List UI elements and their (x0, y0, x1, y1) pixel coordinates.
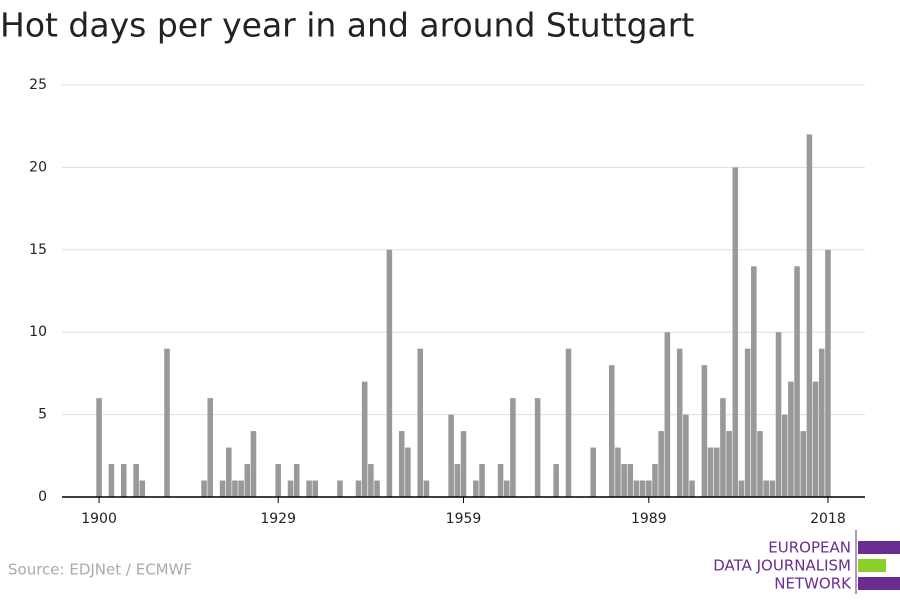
bar (713, 447, 720, 497)
bar (454, 464, 461, 497)
bar (763, 480, 769, 497)
logo-text: NETWORK (774, 575, 852, 593)
chart-title: Hot days per year in and around Stuttgar… (0, 6, 694, 45)
bar (374, 480, 380, 497)
bar (565, 348, 572, 497)
bar (479, 464, 485, 497)
bar (615, 447, 621, 497)
bar (293, 464, 300, 497)
bar (386, 249, 393, 497)
bar (744, 348, 751, 497)
bar (96, 398, 102, 497)
bar (608, 365, 615, 497)
x-tick-label: 1929 (260, 511, 296, 527)
bar (207, 398, 214, 497)
bar (164, 348, 170, 497)
bar (497, 464, 504, 497)
bar (361, 381, 368, 497)
bar (683, 414, 689, 497)
y-tick-label: 25 (29, 77, 47, 93)
bar (812, 381, 819, 497)
bar (658, 431, 664, 497)
bar (757, 431, 763, 497)
bar (139, 480, 146, 497)
bar (720, 398, 726, 497)
bar (306, 480, 312, 497)
bar (806, 134, 813, 497)
bar (825, 249, 831, 497)
logo-bar (858, 559, 886, 572)
bar (133, 464, 139, 497)
logo-text: EUROPEAN (768, 539, 851, 557)
bar (287, 480, 294, 497)
bar (448, 414, 454, 497)
logo-text: DATA JOURNALISM (713, 557, 851, 575)
bar (368, 464, 374, 497)
bar (652, 464, 658, 497)
bar (800, 431, 807, 497)
logo-bar (858, 541, 900, 554)
bar (405, 447, 411, 497)
bar (553, 464, 559, 497)
bar (818, 348, 825, 497)
bar (244, 464, 251, 497)
bar (201, 480, 207, 497)
y-tick-label: 5 (38, 407, 47, 423)
bar (108, 464, 115, 497)
bar (250, 431, 257, 497)
y-tick-label: 0 (38, 489, 47, 505)
bar (503, 480, 510, 497)
bar (639, 480, 646, 497)
bar (781, 414, 788, 497)
x-tick-label: 2018 (810, 511, 846, 527)
bar (732, 167, 739, 497)
bar (225, 447, 232, 497)
bar (621, 464, 627, 497)
bar (738, 480, 745, 497)
bar (219, 480, 226, 497)
y-tick-label: 15 (29, 242, 47, 258)
y-tick-label: 10 (29, 324, 47, 340)
bar (676, 348, 683, 497)
logo-bar (858, 577, 900, 590)
bar (701, 365, 708, 497)
y-tick-label: 20 (29, 159, 47, 175)
bar (238, 480, 244, 497)
bar (398, 431, 405, 497)
bar (120, 464, 127, 497)
bar (689, 480, 695, 497)
bar (775, 332, 782, 497)
bar (417, 348, 424, 497)
bar (788, 381, 794, 497)
bar (232, 480, 238, 497)
x-tick-label: 1989 (631, 511, 667, 527)
bar (275, 464, 281, 497)
bar (794, 266, 800, 497)
bar (707, 447, 714, 497)
bar (751, 266, 757, 497)
x-tick-label: 1959 (446, 511, 482, 527)
bar (769, 480, 776, 497)
bar (590, 447, 596, 497)
bar (510, 398, 516, 497)
bar (355, 480, 362, 497)
bar (423, 480, 430, 497)
bar (473, 480, 479, 497)
bar (460, 431, 467, 497)
bar (312, 480, 319, 497)
bar (646, 480, 652, 497)
bar (534, 398, 541, 497)
source: Source: EDJNet / ECMWF (8, 561, 192, 579)
bar (726, 431, 732, 497)
x-tick-label: 1900 (81, 511, 117, 527)
bar (337, 480, 343, 497)
bar (633, 480, 640, 497)
bar (627, 464, 634, 497)
bar (664, 332, 671, 497)
